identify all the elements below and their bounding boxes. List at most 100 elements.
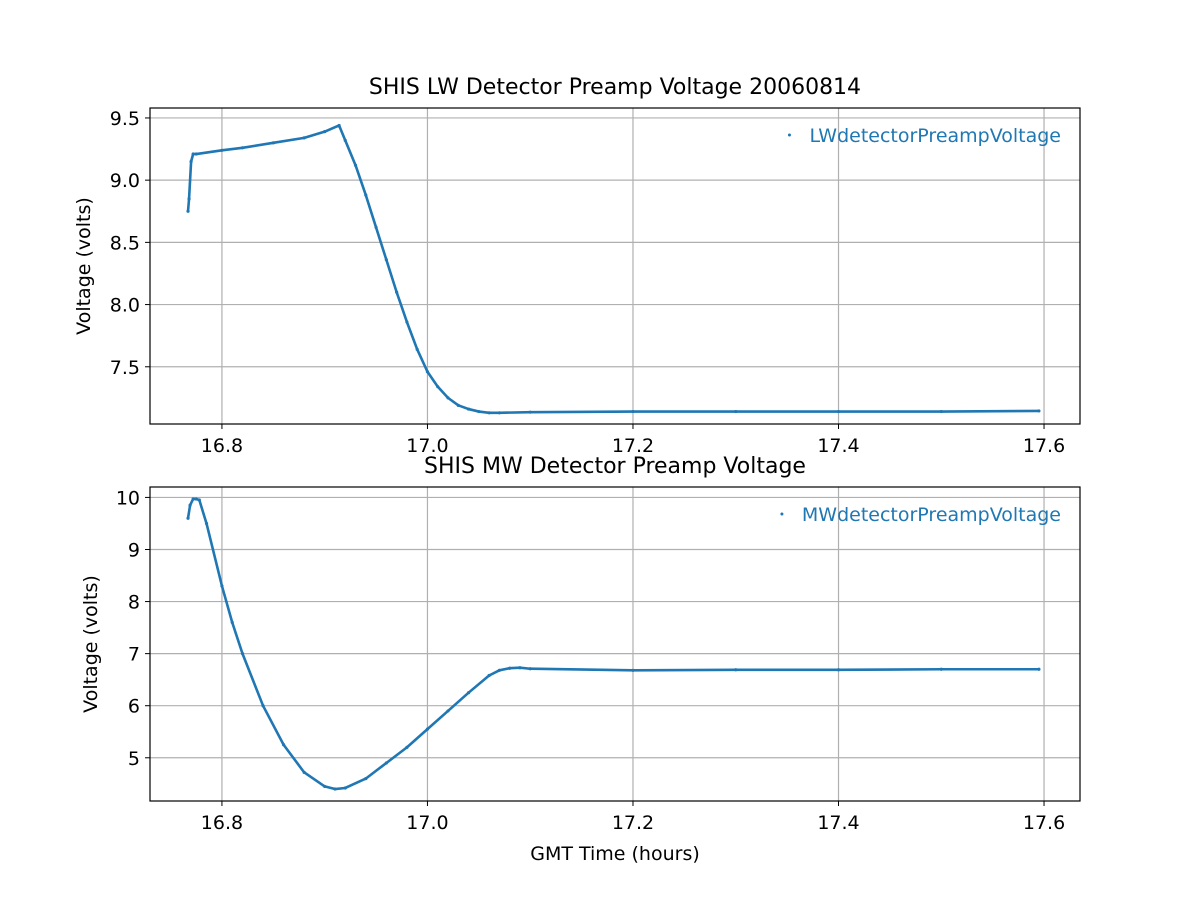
data-point: [528, 410, 532, 414]
data-point: [186, 209, 190, 213]
data-point: [1037, 409, 1041, 413]
data-point: [446, 396, 450, 400]
y-axis-ticks: 7.5 8.0 8.5 9.0 9.5: [110, 108, 150, 379]
data-point: [194, 497, 198, 501]
data-point: [1037, 667, 1041, 671]
data-point: [939, 409, 943, 414]
lw-voltage-panel: 16.8 17.0 17.2 17.4 17.6 7.5 8.0 8.5 9.0 9.5 SHI…: [73, 75, 1081, 457]
data-point: [631, 668, 635, 672]
x-axis-ticks: 16.8 17.0 17.2 17.4 17.6: [201, 424, 1065, 457]
x-tick-label: 16.8: [201, 812, 243, 834]
data-point: [191, 152, 195, 156]
y-axis-label: Voltage (volts): [80, 575, 102, 713]
mw-voltage-panel: 16.8 17.0 17.2 17.4 17.6 5 6 7 8 9 10 SHIS MW Det…: [80, 454, 1081, 865]
data-point: [497, 668, 501, 672]
data-point: [436, 385, 440, 389]
data-point: [323, 784, 327, 789]
data-point: [939, 667, 943, 671]
legend-marker: [787, 133, 791, 137]
data-point: [364, 777, 368, 781]
data-point: [836, 409, 841, 414]
data-point: [384, 258, 388, 262]
legend: MWdetectorPreampVoltage: [780, 504, 1061, 526]
data-point: [191, 497, 195, 501]
data-series: [186, 123, 1041, 415]
x-tick-label: 17.0: [406, 435, 448, 457]
data-point: [446, 709, 450, 713]
y-tick-label: 7.5: [110, 357, 140, 379]
data-point: [189, 159, 193, 164]
data-point: [374, 225, 378, 230]
x-tick-label: 17.4: [817, 812, 859, 834]
data-point: [353, 163, 358, 167]
legend: LWdetectorPreampVoltage: [787, 125, 1061, 147]
data-point: [631, 409, 635, 414]
data-point: [302, 770, 306, 774]
data-point: [220, 148, 224, 152]
data-point: [466, 691, 471, 695]
x-axis-label: GMT Time (hours): [530, 843, 700, 865]
data-point: [477, 409, 481, 414]
data-point: [240, 652, 245, 656]
data-point: [405, 745, 409, 749]
data-point: [204, 521, 209, 526]
y-axis-ticks: 5 6 7 8 9 10: [116, 487, 150, 770]
data-point: [302, 136, 306, 140]
data-point: [343, 138, 347, 142]
y-tick-label: 8.0: [110, 295, 140, 317]
y-tick-label: 7: [128, 644, 140, 666]
data-point: [405, 320, 409, 324]
legend-label: LWdetectorPreampVoltage: [809, 125, 1061, 147]
data-point: [220, 584, 224, 588]
y-tick-label: 8: [128, 592, 140, 614]
data-point: [364, 193, 368, 197]
data-series: [186, 497, 1041, 791]
data-point: [528, 667, 532, 671]
data-point: [343, 786, 347, 790]
data-point: [337, 123, 341, 128]
data-point: [466, 407, 471, 411]
data-point: [281, 743, 286, 747]
data-point: [425, 370, 430, 374]
x-tick-label: 17.4: [817, 435, 859, 457]
legend-marker: [780, 512, 784, 516]
data-point: [271, 141, 275, 145]
y-tick-label: 8.5: [110, 232, 140, 254]
y-tick-label: 10: [116, 487, 140, 509]
data-point: [194, 152, 198, 156]
y-axis-label: Voltage (volts): [73, 197, 95, 335]
chart-title: SHIS MW Detector Preamp Voltage: [424, 454, 806, 479]
data-point: [497, 411, 501, 415]
data-point: [487, 673, 491, 678]
data-point: [333, 787, 337, 791]
data-point: [395, 290, 399, 294]
x-axis-ticks: 16.8 17.0 17.2 17.4 17.6: [201, 801, 1065, 834]
data-point: [425, 727, 430, 731]
y-tick-label: 5: [128, 748, 140, 770]
data-point: [456, 403, 460, 407]
data-point: [188, 503, 192, 507]
data-point: [323, 130, 327, 134]
axes-frame: [149, 107, 1081, 425]
data-point: [487, 411, 491, 415]
y-tick-label: 9.5: [110, 108, 140, 130]
x-tick-label: 17.2: [612, 812, 654, 834]
data-point: [734, 668, 738, 672]
data-point: [384, 761, 388, 765]
data-point: [734, 409, 738, 414]
x-tick-label: 17.2: [612, 435, 654, 457]
chart-title: SHIS LW Detector Preamp Voltage 20060814: [369, 75, 861, 100]
x-tick-label: 17.6: [1023, 435, 1065, 457]
grid-lines: [150, 487, 1080, 801]
y-tick-label: 6: [128, 696, 140, 718]
data-point: [240, 146, 245, 150]
x-tick-label: 17.6: [1023, 812, 1065, 834]
data-point: [415, 347, 419, 351]
x-tick-label: 17.0: [406, 812, 448, 834]
grid-lines: [150, 108, 1080, 424]
axes-frame: [149, 486, 1081, 802]
data-point: [230, 620, 234, 624]
data-point: [836, 668, 841, 672]
y-tick-label: 9.0: [110, 170, 140, 192]
